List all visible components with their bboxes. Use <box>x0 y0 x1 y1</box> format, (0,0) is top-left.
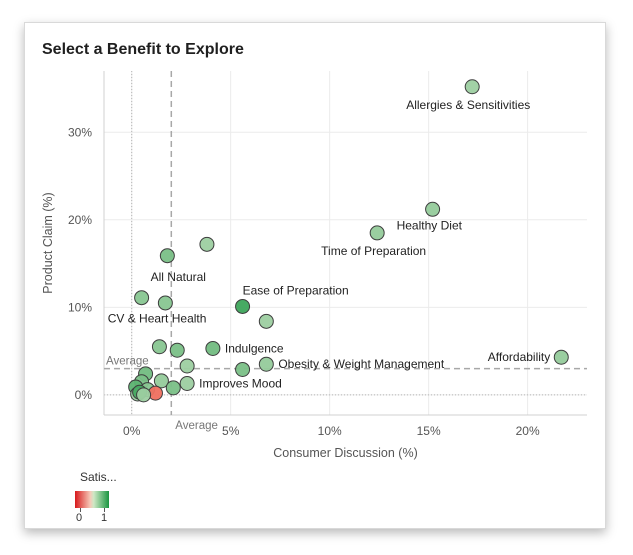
data-point <box>425 201 441 217</box>
data-label: Time of Preparation <box>321 244 426 258</box>
data-point <box>157 295 173 311</box>
x-tick-label: 5% <box>222 424 240 438</box>
data-point <box>235 298 251 314</box>
data-point <box>179 358 195 374</box>
data-point <box>179 375 195 391</box>
data-point <box>205 340 221 356</box>
y-tick-label: 0% <box>75 388 93 402</box>
data-point <box>258 356 274 372</box>
x-tick-label: 10% <box>318 424 342 438</box>
data-point <box>134 290 150 306</box>
data-point <box>199 236 215 252</box>
data-point <box>369 225 385 241</box>
data-point <box>553 349 569 365</box>
color-legend-min-label: 0 <box>76 512 83 524</box>
chart-card: Select a Benefit to Explore 0% 10% 20% 30% 0… <box>24 22 606 529</box>
data-label: CV & Heart Health <box>108 312 207 326</box>
data-point <box>159 248 175 264</box>
x-tick-label: 20% <box>516 424 540 438</box>
color-legend-title: Satis... <box>80 470 117 484</box>
data-point <box>235 361 251 377</box>
data-label: All Natural <box>151 270 206 284</box>
data-label: Affordability <box>488 350 550 364</box>
y-axis-title: Product Claim (%) <box>41 192 55 293</box>
x-average-label: Average <box>175 420 218 432</box>
data-point <box>464 79 480 95</box>
data-point <box>169 342 185 358</box>
data-label: Ease of Preparation <box>243 283 349 297</box>
data-point <box>258 313 274 329</box>
color-legend-tick-min <box>80 508 81 512</box>
data-point <box>153 373 169 389</box>
data-label: Indulgence <box>225 341 284 355</box>
data-label: Allergies & Sensitivities <box>406 98 530 112</box>
color-legend-max-label: 1 <box>101 512 108 524</box>
axes: 0% 10% 20% 30% 0% 5% 10% 15% 20% Consumer Discuss… <box>41 71 587 460</box>
x-tick-label: 0% <box>123 424 141 438</box>
y-tick-label: 20% <box>68 213 92 227</box>
data-label: Obesity & Weight Management <box>278 357 445 371</box>
color-legend-bar <box>75 491 109 508</box>
scatter-chart: 0% 10% 20% 30% 0% 5% 10% 15% 20% Consumer Discuss… <box>41 71 587 460</box>
data-label: Healthy Diet <box>397 218 463 232</box>
data-point <box>136 387 152 403</box>
data-point <box>165 380 181 396</box>
color-legend-tick-max <box>104 508 105 512</box>
x-tick-label: 15% <box>417 424 441 438</box>
data-points <box>128 79 569 403</box>
data-labels: Allergies & Sensitivities Healthy Diet Tim… <box>108 98 551 391</box>
data-point <box>151 339 167 355</box>
y-average-label: Average <box>106 356 149 368</box>
x-axis-title: Consumer Discussion (%) <box>273 446 417 460</box>
y-tick-label: 30% <box>68 125 92 139</box>
gridlines <box>104 71 587 415</box>
y-tick-label: 10% <box>68 300 92 314</box>
data-label: Improves Mood <box>199 376 282 390</box>
chart-title: Select a Benefit to Explore <box>42 41 244 58</box>
